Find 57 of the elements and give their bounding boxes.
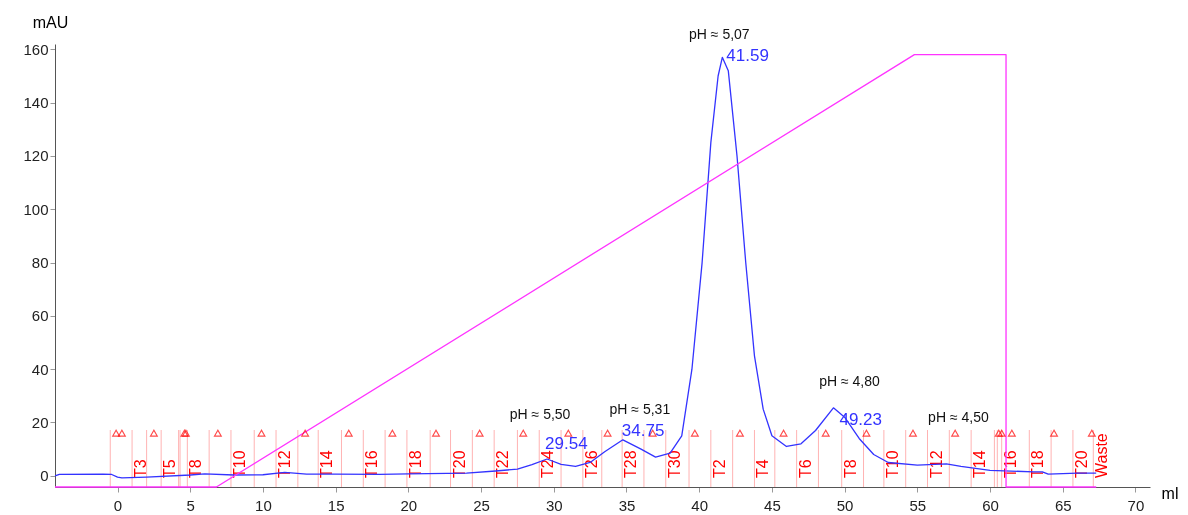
ref-line-label: T12: [927, 450, 945, 478]
ref-line-label: T28: [622, 450, 640, 478]
x-tick-label: 15: [327, 496, 345, 514]
ref-line-label: T10: [230, 450, 248, 478]
ref-line-label: T18: [406, 450, 424, 478]
x-tick-label: 60: [982, 496, 999, 514]
y-tick-label: 80: [31, 254, 49, 272]
annotation: pH ≈ 5,50: [509, 406, 571, 423]
ref-line-label: T20: [450, 450, 468, 478]
y-tick-label: 20: [31, 414, 49, 431]
ref-line-label: T2: [710, 459, 728, 478]
ref-line-label: T30: [665, 450, 683, 478]
y-axis-title: mAU: [32, 13, 69, 31]
y-tick-label: 0: [40, 467, 49, 485]
x-tick-label: 20: [400, 496, 418, 514]
x-tick-label: 50: [836, 496, 854, 514]
ref-line-label: T16: [1001, 450, 1019, 478]
y-tick-label: 160: [23, 40, 49, 58]
annotation: 34.75: [621, 420, 665, 440]
annotation: pH ≈ 5,31: [609, 400, 671, 417]
x-tick-label: 55: [909, 496, 927, 514]
ref-line-label: T26: [582, 450, 600, 478]
x-tick-label: 30: [545, 496, 563, 514]
x-tick-label: 40: [691, 496, 709, 514]
y-tick-label: 100: [23, 200, 49, 218]
ref-line-label: T8: [187, 459, 205, 478]
y-tick-label: 60: [31, 307, 49, 325]
annotation: 41.59: [726, 46, 769, 66]
ref-line-label: T3: [132, 459, 150, 478]
x-tick-label: 25: [473, 496, 490, 514]
y-tick-label: 140: [23, 94, 49, 112]
y-tick-label: 40: [31, 360, 49, 378]
x-tick-label: 0: [113, 496, 123, 514]
ref-line-label: T6: [796, 459, 814, 478]
x-tick-label: 65: [1054, 496, 1072, 514]
ref-line-label: T5: [161, 459, 179, 478]
ref-line-label: T20: [1072, 450, 1090, 478]
ref-line-label: T10: [883, 450, 901, 478]
ref-line-label: T8: [841, 459, 859, 478]
ref-line-label: T4: [754, 459, 772, 478]
ref-line-label: Waste: [1093, 433, 1111, 478]
ref-line-label: T14: [318, 450, 336, 478]
ref-line-label: T14: [971, 450, 989, 478]
ref-line-label: T18: [1029, 450, 1047, 478]
x-tick-label: 35: [618, 496, 636, 514]
ref-line-label: T16: [363, 450, 381, 478]
y-tick-label: 120: [23, 147, 49, 165]
annotation: pH ≈ 4,80: [819, 372, 880, 389]
x-tick-label: 70: [1127, 496, 1145, 514]
annotation: pH ≈ 4,50: [928, 408, 989, 425]
x-tick-label: 45: [764, 496, 781, 514]
ref-line-label: T22: [494, 450, 512, 478]
x-axis-title: ml: [1161, 484, 1179, 502]
x-tick-label: 5: [186, 496, 195, 514]
annotation: pH ≈ 5,07: [689, 26, 750, 43]
ref-line-label: T12: [276, 450, 294, 478]
x-tick-label: 10: [255, 496, 272, 514]
